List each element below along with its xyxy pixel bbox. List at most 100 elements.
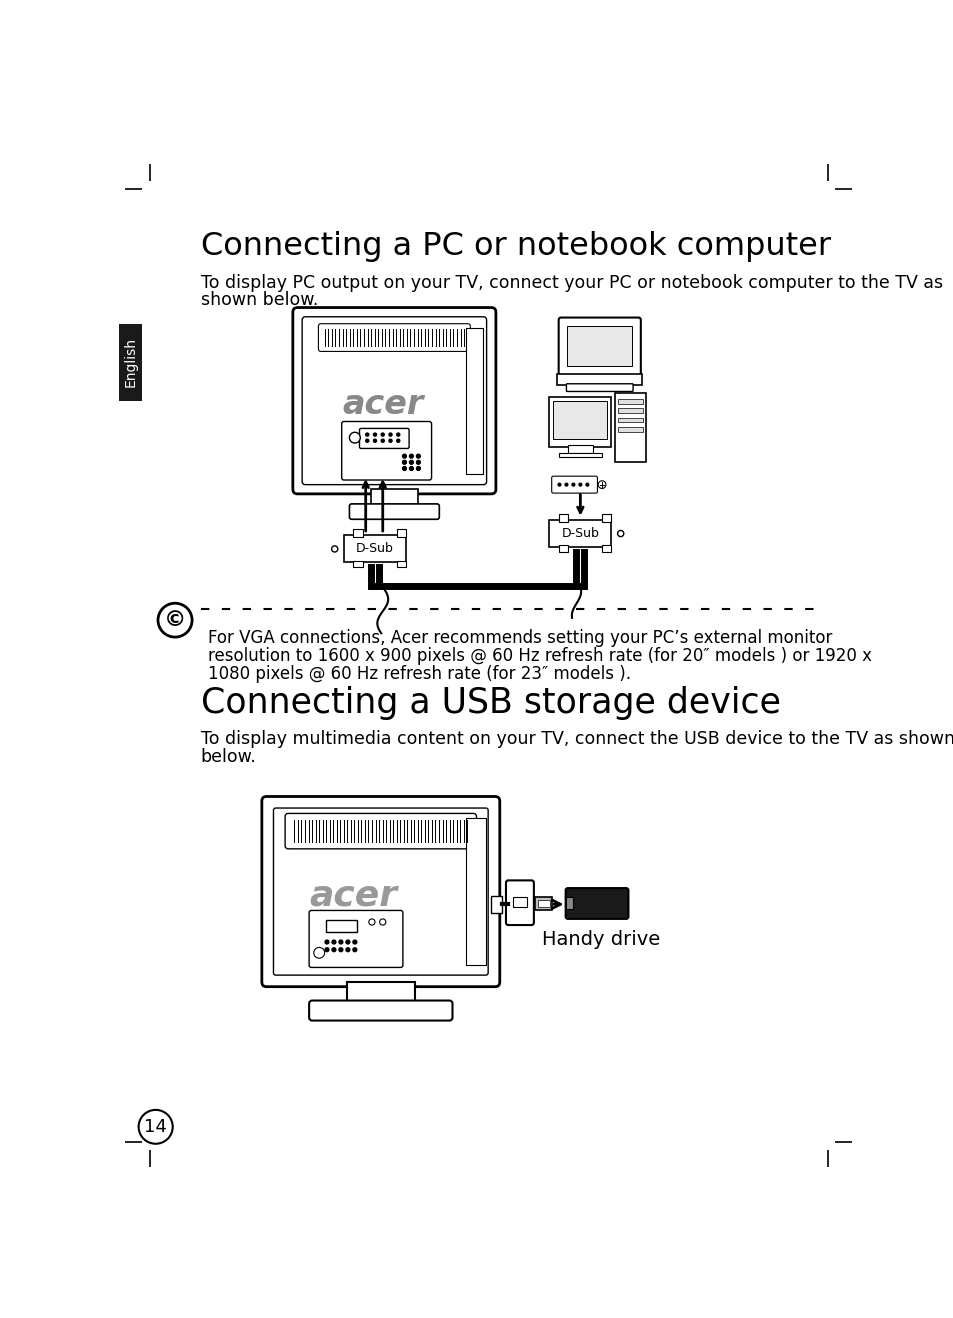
FancyBboxPatch shape [341, 422, 431, 480]
Bar [553, 401, 607, 439]
FancyBboxPatch shape [326, 920, 356, 932]
Circle shape [373, 434, 376, 436]
Text: Connecting a PC or notebook computer: Connecting a PC or notebook computer [200, 232, 830, 262]
FancyBboxPatch shape [293, 307, 496, 494]
Text: acer: acer [309, 878, 397, 912]
Bar [535, 896, 552, 911]
Circle shape [617, 530, 623, 536]
Circle shape [409, 467, 413, 471]
Text: D-Sub: D-Sub [561, 527, 598, 540]
Circle shape [409, 460, 413, 464]
Circle shape [416, 455, 420, 459]
Bar [618, 409, 642, 413]
Bar [346, 982, 415, 1003]
FancyBboxPatch shape [557, 374, 641, 385]
Circle shape [396, 439, 399, 443]
Circle shape [409, 455, 413, 459]
Text: 1080 pixels @ 60 Hz refresh rate (for 23″ models ).: 1080 pixels @ 60 Hz refresh rate (for 23… [208, 664, 631, 683]
Text: D-Sub: D-Sub [355, 543, 394, 555]
Circle shape [332, 940, 335, 944]
Circle shape [598, 481, 605, 489]
Circle shape [396, 434, 399, 436]
Circle shape [402, 467, 406, 471]
FancyBboxPatch shape [566, 384, 633, 391]
FancyBboxPatch shape [318, 324, 470, 352]
Bar [618, 418, 642, 422]
Circle shape [332, 948, 335, 952]
FancyBboxPatch shape [551, 476, 597, 493]
Text: resolution to 1600 x 900 pixels @ 60 Hz refresh rate (for 20″ models ) or 1920 x: resolution to 1600 x 900 pixels @ 60 Hz … [208, 647, 871, 666]
Bar [618, 427, 642, 431]
FancyBboxPatch shape [285, 813, 476, 849]
Circle shape [369, 919, 375, 925]
Bar [353, 530, 362, 536]
Bar [567, 445, 592, 453]
Text: ©: © [164, 610, 186, 630]
Circle shape [338, 940, 342, 944]
FancyBboxPatch shape [549, 397, 611, 447]
FancyBboxPatch shape [565, 888, 628, 919]
Text: For VGA connections, Acer recommends setting your PC’s external monitor: For VGA connections, Acer recommends set… [208, 630, 832, 647]
Circle shape [389, 434, 392, 436]
Circle shape [558, 484, 560, 486]
Circle shape [572, 484, 575, 486]
Bar [537, 900, 550, 907]
FancyBboxPatch shape [302, 316, 486, 485]
Bar [558, 514, 567, 522]
Circle shape [325, 940, 329, 944]
Text: English: English [124, 337, 138, 387]
Circle shape [373, 439, 376, 443]
FancyBboxPatch shape [261, 796, 499, 987]
Bar [396, 530, 406, 536]
Circle shape [346, 940, 350, 944]
Text: 14: 14 [144, 1118, 167, 1136]
Bar [567, 326, 632, 366]
Bar [513, 896, 526, 907]
Bar [491, 896, 501, 913]
Bar [601, 546, 611, 552]
FancyBboxPatch shape [344, 535, 406, 563]
Circle shape [353, 948, 356, 952]
FancyBboxPatch shape [359, 428, 409, 448]
Bar [618, 399, 642, 403]
Circle shape [365, 434, 369, 436]
Bar [601, 514, 611, 522]
Circle shape [346, 948, 350, 952]
Circle shape [389, 439, 392, 443]
Bar [371, 489, 417, 506]
Circle shape [402, 455, 406, 459]
Circle shape [314, 948, 324, 958]
Text: To display multimedia content on your TV, connect the USB device to the TV as sh: To display multimedia content on your TV… [200, 730, 953, 749]
FancyBboxPatch shape [505, 880, 534, 925]
Bar [558, 546, 567, 552]
FancyBboxPatch shape [558, 318, 640, 378]
Circle shape [416, 467, 420, 471]
Text: Handy drive: Handy drive [541, 931, 659, 949]
Circle shape [381, 439, 384, 443]
Circle shape [158, 604, 192, 637]
Text: To display PC output on your TV, connect your PC or notebook computer to the TV : To display PC output on your TV, connect… [200, 274, 942, 291]
Bar [558, 453, 601, 457]
Bar [466, 328, 483, 474]
Circle shape [578, 484, 581, 486]
Text: Connecting a USB storage device: Connecting a USB storage device [200, 685, 780, 720]
Circle shape [585, 484, 588, 486]
Circle shape [365, 439, 369, 443]
FancyBboxPatch shape [309, 911, 402, 967]
Text: below.: below. [200, 749, 256, 766]
FancyBboxPatch shape [309, 1000, 452, 1020]
Bar [353, 561, 362, 567]
FancyBboxPatch shape [119, 324, 142, 401]
Text: shown below.: shown below. [200, 291, 317, 310]
Circle shape [379, 919, 385, 925]
Circle shape [349, 432, 360, 443]
Circle shape [416, 460, 420, 464]
Circle shape [138, 1110, 172, 1144]
Circle shape [338, 948, 342, 952]
FancyBboxPatch shape [615, 393, 645, 463]
Bar [465, 818, 485, 965]
Circle shape [564, 484, 567, 486]
Text: acer: acer [342, 387, 423, 420]
Circle shape [332, 546, 337, 552]
Bar [396, 561, 406, 567]
